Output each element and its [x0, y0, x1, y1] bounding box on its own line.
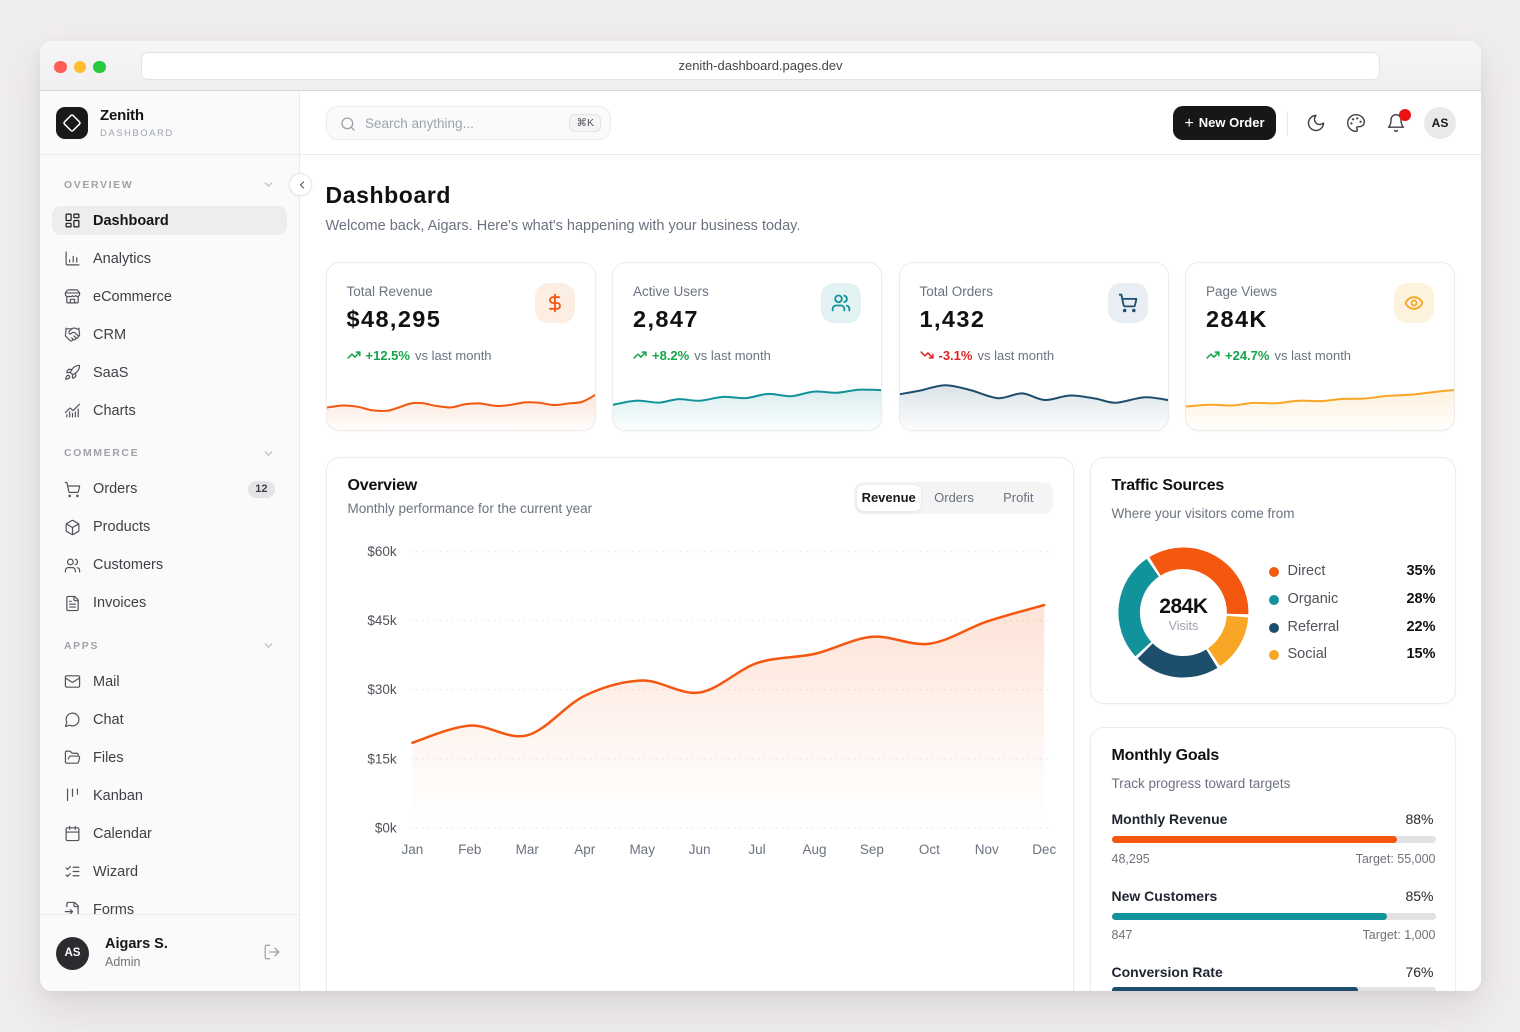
svg-text:$0k: $0k	[374, 820, 396, 835]
svg-text:$60k: $60k	[367, 544, 397, 559]
svg-text:Mar: Mar	[515, 842, 539, 857]
svg-text:Oct: Oct	[918, 842, 939, 857]
svg-text:Sep: Sep	[859, 842, 883, 857]
svg-text:284K: 284K	[1159, 595, 1208, 618]
svg-text:Jun: Jun	[688, 842, 710, 857]
svg-text:May: May	[629, 842, 655, 857]
svg-text:Visits: Visits	[1168, 619, 1198, 633]
svg-text:Apr: Apr	[574, 842, 596, 857]
svg-text:$30k: $30k	[367, 682, 397, 697]
svg-text:$45k: $45k	[367, 613, 397, 628]
svg-text:Aug: Aug	[802, 842, 826, 857]
svg-text:Nov: Nov	[974, 842, 998, 857]
svg-text:Feb: Feb	[458, 842, 481, 857]
svg-text:Dec: Dec	[1032, 842, 1056, 857]
svg-text:Jan: Jan	[401, 842, 423, 857]
svg-text:Jul: Jul	[748, 842, 765, 857]
svg-text:$15k: $15k	[367, 751, 397, 766]
